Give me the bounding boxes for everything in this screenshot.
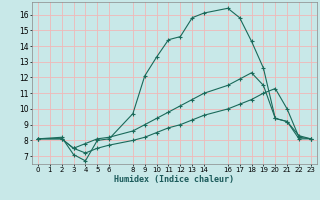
X-axis label: Humidex (Indice chaleur): Humidex (Indice chaleur) [115, 175, 234, 184]
